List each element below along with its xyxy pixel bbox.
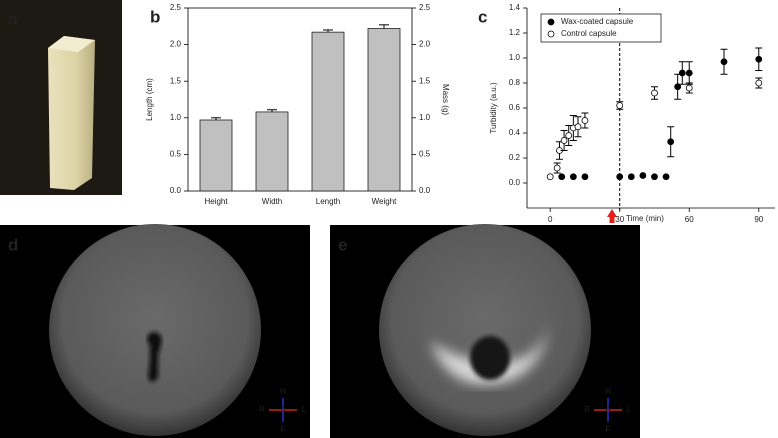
orientation-label: H xyxy=(280,387,286,396)
y-tick-label: 0.2 xyxy=(509,153,521,162)
point xyxy=(569,173,577,181)
y2-tick-label: 1.0 xyxy=(419,113,431,122)
point xyxy=(560,137,568,144)
y-tick-label: 0.8 xyxy=(509,78,521,87)
x-tick-label: 60 xyxy=(685,215,694,224)
y-axis-label: Turbidity (a.u.) xyxy=(489,82,498,134)
panel-label: b xyxy=(150,7,160,26)
point xyxy=(639,172,647,179)
legend-label: Control capsule xyxy=(561,29,617,38)
point xyxy=(553,164,561,172)
legend-box xyxy=(540,13,662,43)
y2-tick-label: 0.5 xyxy=(419,150,431,159)
y-tick-label: 1.0 xyxy=(170,113,182,122)
capsule-top xyxy=(48,36,95,52)
y2-axis-label: Mass (g) xyxy=(441,84,450,115)
point xyxy=(651,173,658,181)
point xyxy=(616,102,624,109)
orientation-label: R xyxy=(259,405,265,414)
x-tick-label: Height xyxy=(204,197,228,206)
bar xyxy=(199,119,233,192)
point xyxy=(558,173,566,181)
orientation-label: H xyxy=(605,387,611,396)
y-tick-label: 0.4 xyxy=(509,128,521,137)
point xyxy=(667,138,675,146)
point xyxy=(662,173,670,181)
arrow-head xyxy=(607,209,617,217)
y-tick-label: 2.5 xyxy=(170,3,182,12)
legend-marker xyxy=(547,18,555,26)
point xyxy=(574,123,582,131)
x-tick-label: 0 xyxy=(548,215,553,224)
y-tick-label: 0.0 xyxy=(170,186,182,195)
mri-capsule xyxy=(470,336,510,380)
y-tick-label: 0.6 xyxy=(509,103,521,112)
point xyxy=(674,83,682,91)
x-axis-label: Time (min) xyxy=(626,214,664,223)
orientation-label: F xyxy=(606,425,611,434)
orientation-label: A xyxy=(280,405,286,414)
legend-marker xyxy=(547,30,555,38)
y-tick-label: 1.0 xyxy=(509,53,521,62)
plot-frame xyxy=(187,7,413,192)
point xyxy=(651,89,658,97)
y2-tick-label: 1.5 xyxy=(419,76,431,85)
legend-label: Wax-coated capsule xyxy=(561,17,634,26)
point xyxy=(565,132,573,139)
y2-tick-label: 0.0 xyxy=(419,186,431,195)
point xyxy=(755,79,763,87)
bar xyxy=(311,31,345,192)
bar xyxy=(367,28,401,192)
mri-disc xyxy=(379,224,591,436)
mri-release-zone xyxy=(430,317,550,385)
orientation-label: L xyxy=(302,405,307,414)
point xyxy=(678,69,686,77)
y-axis-label: Length (cm) xyxy=(145,78,154,121)
x-tick-label: Length xyxy=(316,197,340,206)
bar xyxy=(255,111,289,192)
panel-label: e xyxy=(338,235,347,254)
x-tick-label: Weight xyxy=(372,197,398,206)
y2-tick-label: 2.5 xyxy=(419,3,431,12)
orientation-label: L xyxy=(627,405,632,414)
panel-label: c xyxy=(478,7,487,26)
mri-disc xyxy=(49,224,261,436)
mri-capsule xyxy=(147,332,162,382)
y-tick-label: 1.5 xyxy=(170,76,182,85)
point xyxy=(685,84,693,92)
x-tick-label: Width xyxy=(262,197,282,206)
y-tick-label: 1.2 xyxy=(509,28,521,37)
capsule-photo xyxy=(48,36,95,190)
y2-tick-label: 2.0 xyxy=(419,40,431,49)
point xyxy=(546,173,554,181)
orientation-label: A xyxy=(605,405,611,414)
y-tick-label: 0.0 xyxy=(509,178,521,187)
arrow-shaft xyxy=(609,216,615,223)
y-tick-label: 0.5 xyxy=(170,150,182,159)
panel-label: a xyxy=(8,9,18,28)
x-tick-label: 30 xyxy=(615,215,624,224)
orientation-label: R xyxy=(584,405,590,414)
point xyxy=(685,69,693,77)
point xyxy=(755,55,763,63)
point xyxy=(627,173,635,181)
orientation-label: F xyxy=(281,425,286,434)
x-tick-label: 90 xyxy=(754,215,763,224)
y-tick-label: 2.0 xyxy=(170,40,182,49)
y-tick-label: 1.4 xyxy=(509,3,521,12)
panel-label: d xyxy=(8,235,18,254)
point xyxy=(581,117,589,124)
point xyxy=(616,173,624,181)
point xyxy=(720,58,728,66)
point xyxy=(581,173,589,181)
